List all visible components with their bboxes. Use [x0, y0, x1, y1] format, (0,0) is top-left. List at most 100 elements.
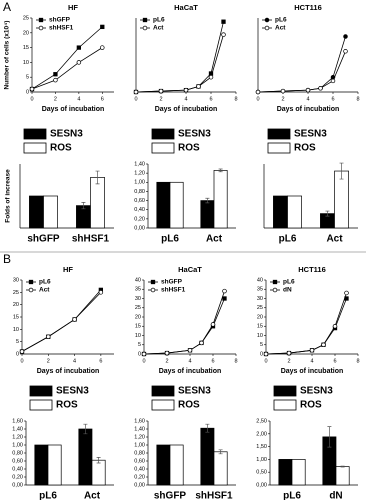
y-tick-label: 15 [13, 314, 19, 320]
legend-label: shHSF1 [49, 25, 74, 32]
legend-label: pL6 [153, 17, 165, 24]
data-point [98, 290, 104, 295]
series-line [257, 36, 346, 93]
y-tick-label: 0 [138, 351, 141, 357]
legend-marker [264, 17, 270, 23]
x-tick-label: 6 [101, 96, 104, 102]
legend-label: Act [39, 287, 50, 294]
y-tick-label: 0,80 [12, 450, 23, 456]
legend-label: pL6 [275, 17, 287, 24]
y-tick-label: 30 [13, 277, 19, 283]
error-bar [83, 423, 88, 435]
bar [29, 195, 44, 229]
legend-swatch [23, 128, 47, 140]
y-tick-label: 20 [257, 314, 263, 320]
y-tick-label: 5 [26, 75, 29, 81]
bar [200, 427, 215, 486]
y-tick-label: 40 [135, 277, 141, 283]
legend-swatch [151, 399, 175, 411]
series-line [21, 292, 102, 352]
x-tick-label: 0 [256, 96, 259, 102]
bar [335, 466, 350, 486]
y-tick-label: 0 [26, 89, 29, 95]
y-tick-label: 25 [135, 305, 141, 311]
x-tick-label: shGFP [27, 234, 60, 245]
legend-label: shGFP [161, 279, 183, 286]
series-line [265, 292, 347, 355]
data-point [321, 342, 326, 348]
y-tick-label: 5 [138, 342, 141, 348]
y-tick-label: 30 [257, 296, 263, 302]
data-point [286, 350, 292, 356]
legend-swatch [151, 128, 175, 140]
x-tick-label: 6 [99, 358, 102, 364]
y-tick-label: 0,60 [134, 198, 145, 204]
data-point [164, 350, 170, 356]
bar [291, 459, 306, 486]
error-bar [218, 168, 223, 173]
legend-label: shHSF1 [161, 287, 186, 294]
error-bar [325, 210, 330, 217]
y-tick-label: 30 [135, 296, 141, 302]
data-point [255, 89, 261, 95]
data-point [222, 288, 227, 294]
x-axis-label: Days of incubation [281, 368, 344, 375]
legend-swatch [267, 142, 291, 154]
y-tick-label: 1,40 [134, 426, 145, 432]
y-tick-label: 0,40 [12, 466, 23, 472]
x-tick-label: pL6 [39, 491, 57, 500]
x-tick-label: 2 [54, 96, 57, 102]
y-tick-label: 15 [23, 45, 29, 51]
legend-marker [28, 287, 34, 293]
series-line [31, 26, 103, 90]
y-tick-label: 1,40 [134, 161, 145, 167]
data-point [343, 34, 348, 39]
legend-label: ROS [50, 143, 72, 154]
x-tick-label: pL6 [279, 234, 297, 245]
data-point [208, 74, 214, 80]
bar [200, 200, 215, 229]
data-point [309, 348, 315, 353]
legend-swatch [151, 385, 175, 397]
x-tick-label: shHSF1 [195, 491, 233, 500]
data-point [263, 351, 269, 357]
data-point [221, 19, 226, 24]
x-tick-label: 4 [306, 96, 309, 102]
error-bar [339, 162, 344, 180]
bar [156, 181, 171, 229]
y-tick-label: 1,20 [134, 434, 145, 440]
x-axis-label: Days of incubation [37, 368, 100, 375]
y-tick-label: 0 [260, 351, 263, 357]
x-tick-label: 4 [77, 96, 80, 102]
x-tick-label: 8 [356, 96, 359, 102]
y-tick-label: 1,40 [12, 426, 23, 432]
legend-label: SESN3 [178, 129, 211, 140]
y-tick-label: 1,00 [12, 442, 23, 448]
error-bar [327, 426, 332, 448]
data-point [305, 87, 311, 93]
y-tick-label: 0,00 [12, 482, 23, 488]
legend-marker [142, 25, 148, 31]
x-tick-label: Act [326, 234, 343, 245]
legend-marker [264, 25, 270, 31]
y-tick-label: 20 [135, 314, 141, 320]
y-tick-label: 20 [23, 30, 29, 36]
y-tick-label: 0,20 [134, 474, 145, 480]
x-tick-label: 6 [331, 96, 334, 102]
bar [78, 428, 93, 486]
y-tick-label: 40 [257, 277, 263, 283]
legend-swatch [273, 385, 297, 397]
legend-label: dN [283, 287, 292, 294]
x-tick-label: 6 [211, 358, 214, 364]
legend-label: ROS [294, 143, 316, 154]
x-tick-label: 2 [159, 96, 162, 102]
y-tick-label: 0,20 [12, 474, 23, 480]
y-tick-label: 0,20 [134, 216, 145, 222]
error-bar [96, 457, 101, 464]
data-point [141, 351, 147, 357]
bar [213, 451, 228, 486]
x-tick-label: 2 [47, 358, 50, 364]
y-tick-label: 0 [16, 351, 19, 357]
x-axis-label: Days of incubation [277, 106, 340, 113]
y-tick-label: 0,00 [134, 225, 145, 231]
